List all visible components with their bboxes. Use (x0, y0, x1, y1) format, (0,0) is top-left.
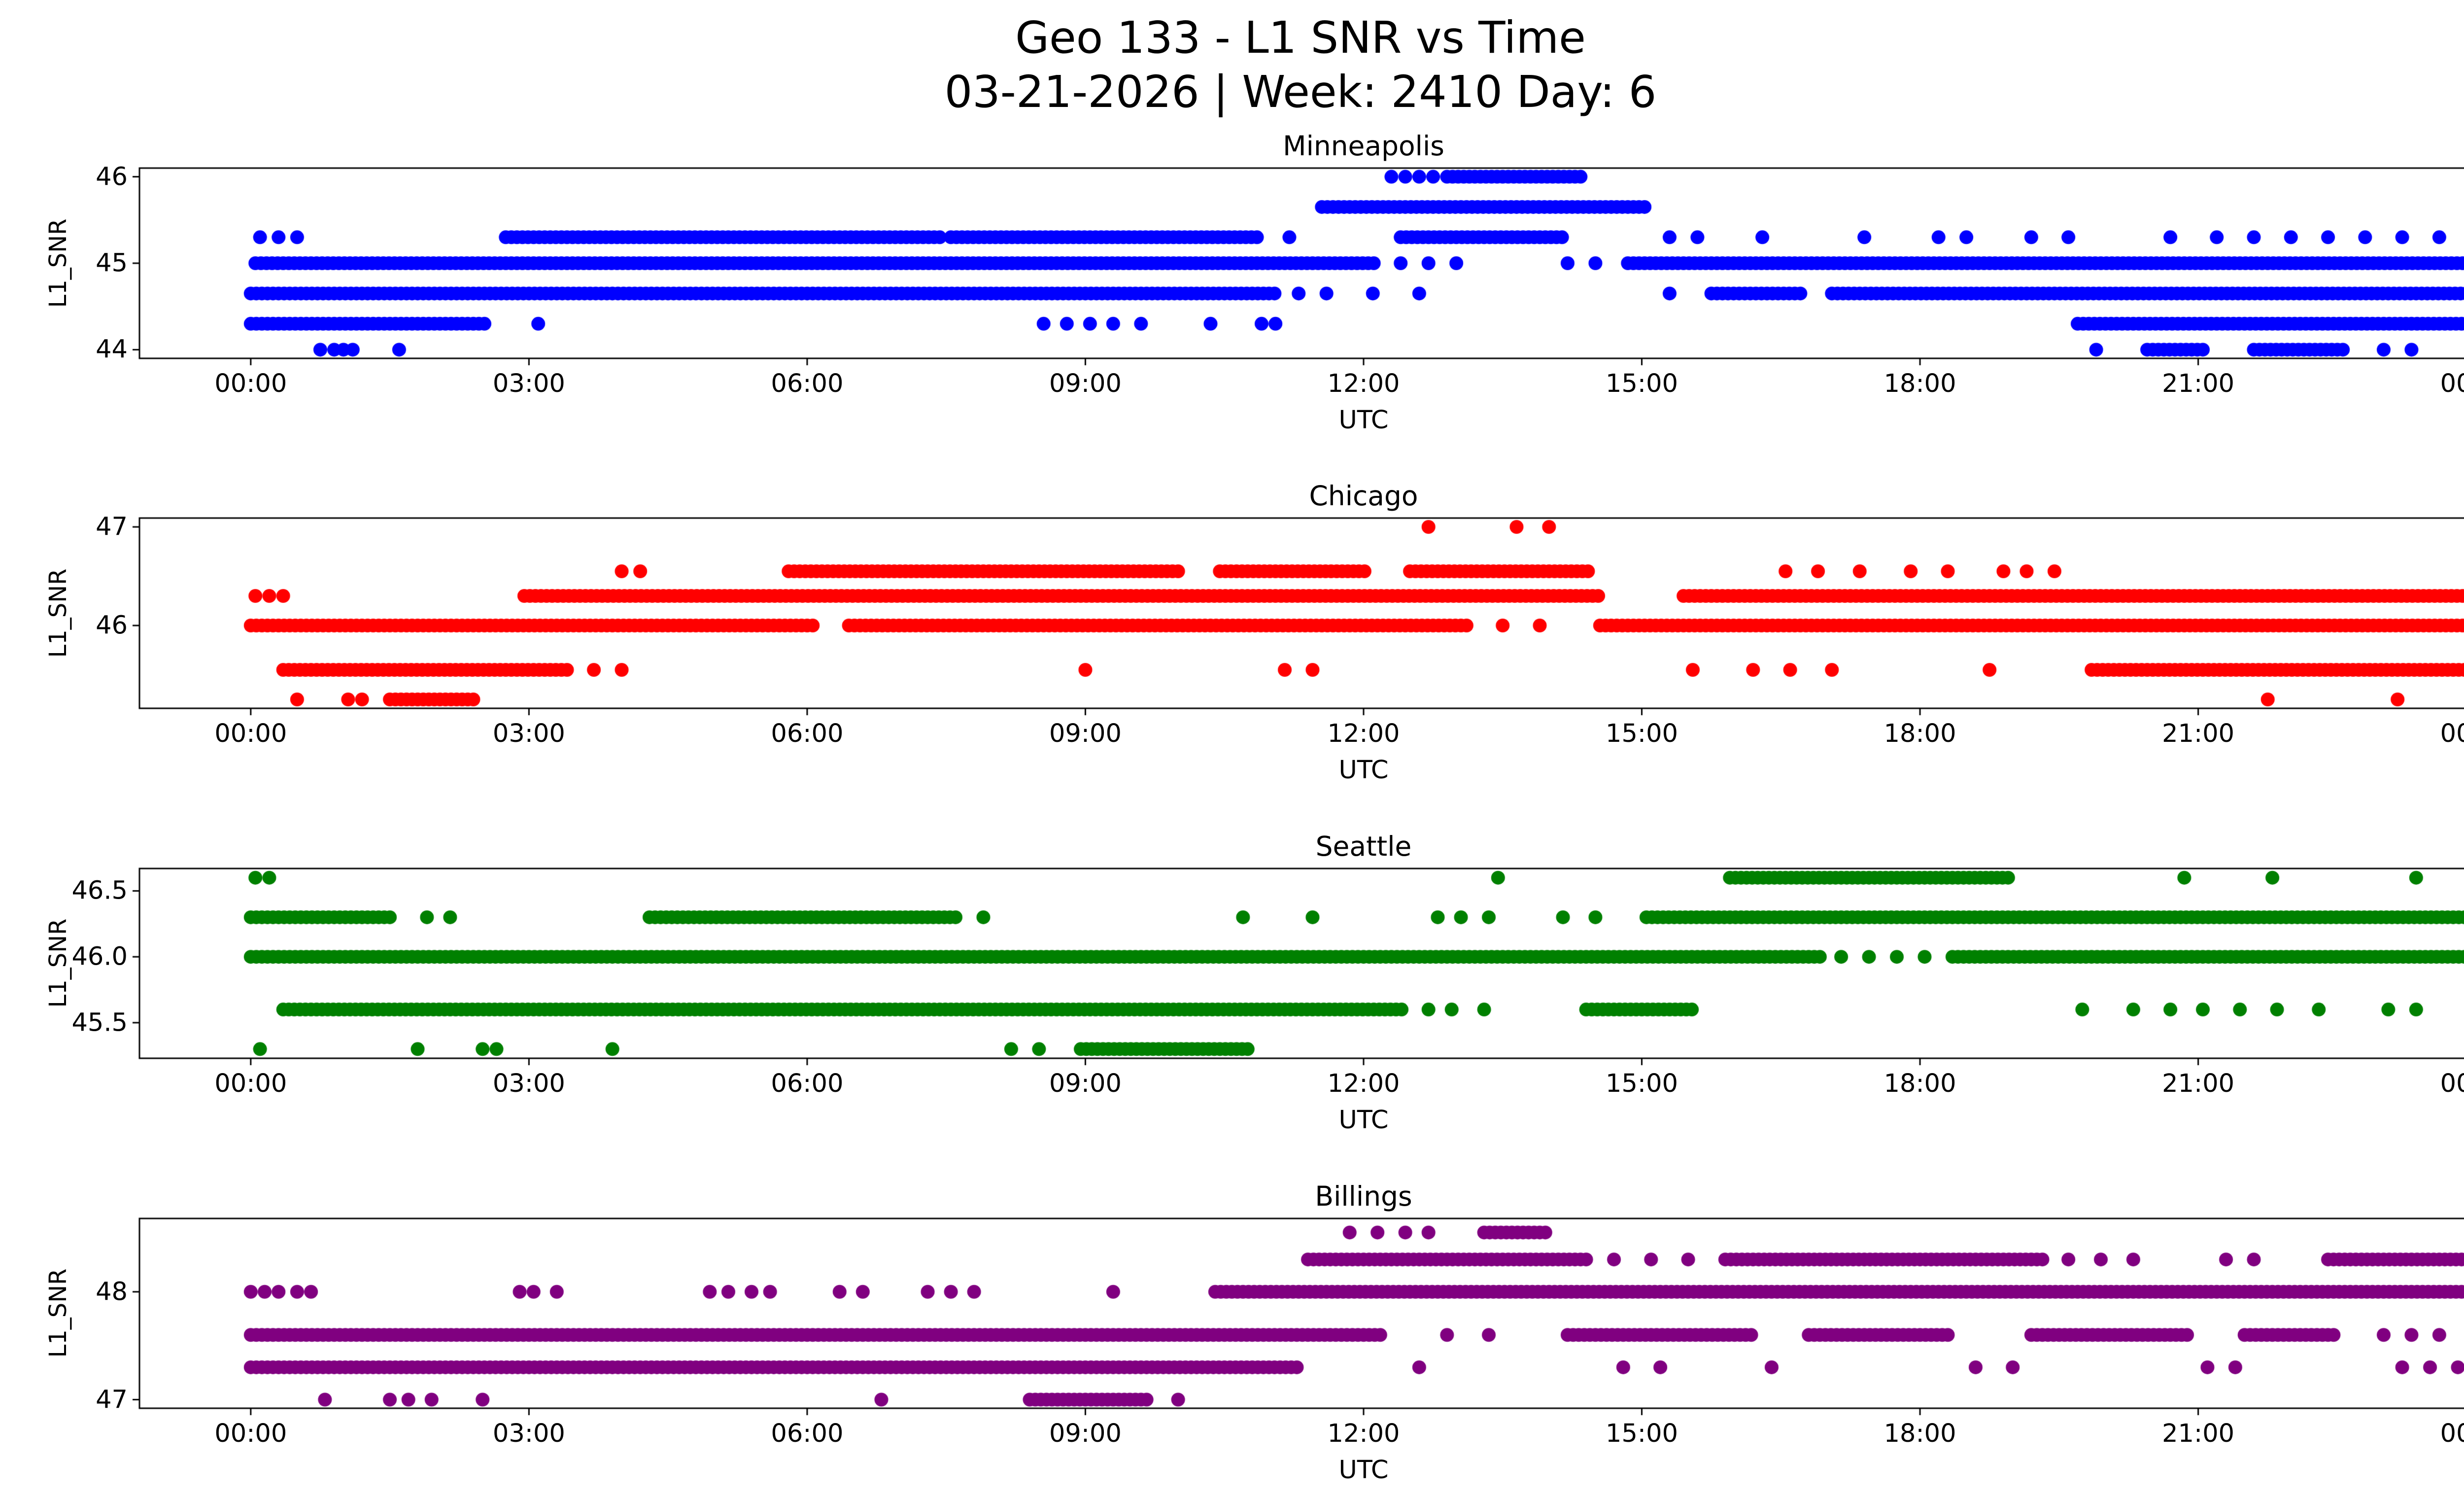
x-tick-label-chicago: 00:00 (2440, 719, 2464, 748)
x-tick-label-chicago: 00:00 (214, 719, 287, 748)
xlabel-seattle: UTC (1338, 1106, 1389, 1135)
subplot-title-seattle: Seattle (1315, 831, 1412, 862)
x-tick-label-chicago: 09:00 (1049, 719, 1122, 748)
x-tick-label-billings: 12:00 (1327, 1419, 1400, 1448)
subplot-title-billings: Billings (1315, 1181, 1412, 1212)
ylabel-minneapolis: L1_SNR (44, 218, 72, 308)
x-tick-label-seattle: 21:00 (2162, 1069, 2235, 1098)
x-tick-label-billings: 21:00 (2162, 1419, 2235, 1448)
x-tick-label-minneapolis: 03:00 (492, 369, 565, 398)
x-tick-label-billings: 00:00 (214, 1419, 287, 1448)
x-tick-label-chicago: 03:00 (492, 719, 565, 748)
x-tick-label-seattle: 00:00 (214, 1069, 287, 1098)
x-tick-label-billings: 09:00 (1049, 1419, 1122, 1448)
x-tick-label-minneapolis: 21:00 (2162, 369, 2235, 398)
y-tick-label-seattle: 46.5 (71, 876, 128, 905)
x-tick-label-minneapolis: 12:00 (1327, 369, 1400, 398)
x-tick-label-seattle: 06:00 (771, 1069, 844, 1098)
ylabel-seattle: L1_SNR (44, 918, 72, 1008)
x-tick-label-chicago: 15:00 (1606, 719, 1678, 748)
x-tick-label-minneapolis: 18:00 (1883, 369, 1956, 398)
ylabel-billings: L1_SNR (44, 1268, 72, 1358)
x-tick-label-billings: 03:00 (492, 1419, 565, 1448)
xlabel-billings: UTC (1338, 1456, 1389, 1485)
x-tick-label-seattle: 09:00 (1049, 1069, 1122, 1098)
y-tick-label-seattle: 45.5 (71, 1008, 128, 1038)
x-tick-label-chicago: 18:00 (1883, 719, 1956, 748)
y-tick-label-minneapolis: 44 (96, 335, 128, 364)
x-tick-label-chicago: 12:00 (1327, 719, 1400, 748)
x-tick-label-billings: 06:00 (771, 1419, 844, 1448)
figure-title-line2: 03-21-2026 | Week: 2410 Day: 6 (944, 66, 1657, 117)
x-tick-label-seattle: 15:00 (1606, 1069, 1678, 1098)
x-tick-label-seattle: 03:00 (492, 1069, 565, 1098)
y-tick-label-minneapolis: 45 (96, 248, 128, 278)
ylabel-chicago: L1_SNR (44, 568, 72, 658)
x-tick-label-billings: 00:00 (2440, 1419, 2464, 1448)
x-tick-label-seattle: 00:00 (2440, 1069, 2464, 1098)
figure-title-line1: Geo 133 - L1 SNR vs Time (1015, 12, 1586, 63)
x-tick-label-billings: 18:00 (1883, 1419, 1956, 1448)
x-tick-label-minneapolis: 15:00 (1606, 369, 1678, 398)
x-tick-label-minneapolis: 06:00 (771, 369, 844, 398)
x-tick-label-minneapolis: 09:00 (1049, 369, 1122, 398)
y-tick-label-chicago: 47 (96, 512, 128, 542)
x-tick-label-minneapolis: 00:00 (2440, 369, 2464, 398)
x-tick-label-chicago: 21:00 (2162, 719, 2235, 748)
y-tick-label-minneapolis: 46 (96, 162, 128, 192)
y-tick-label-billings: 48 (96, 1277, 128, 1307)
subplot-title-chicago: Chicago (1309, 480, 1418, 512)
x-tick-label-billings: 15:00 (1606, 1419, 1678, 1448)
x-tick-label-seattle: 18:00 (1883, 1069, 1956, 1098)
subplot-title-minneapolis: Minneapolis (1283, 130, 1444, 162)
y-tick-label-seattle: 46.0 (71, 942, 128, 972)
xlabel-chicago: UTC (1338, 756, 1389, 785)
xlabel-minneapolis: UTC (1338, 406, 1389, 435)
y-tick-label-billings: 47 (96, 1385, 128, 1414)
x-tick-label-minneapolis: 00:00 (214, 369, 287, 398)
x-tick-label-seattle: 12:00 (1327, 1069, 1400, 1098)
x-tick-label-chicago: 06:00 (771, 719, 844, 748)
y-tick-label-chicago: 46 (96, 611, 128, 640)
